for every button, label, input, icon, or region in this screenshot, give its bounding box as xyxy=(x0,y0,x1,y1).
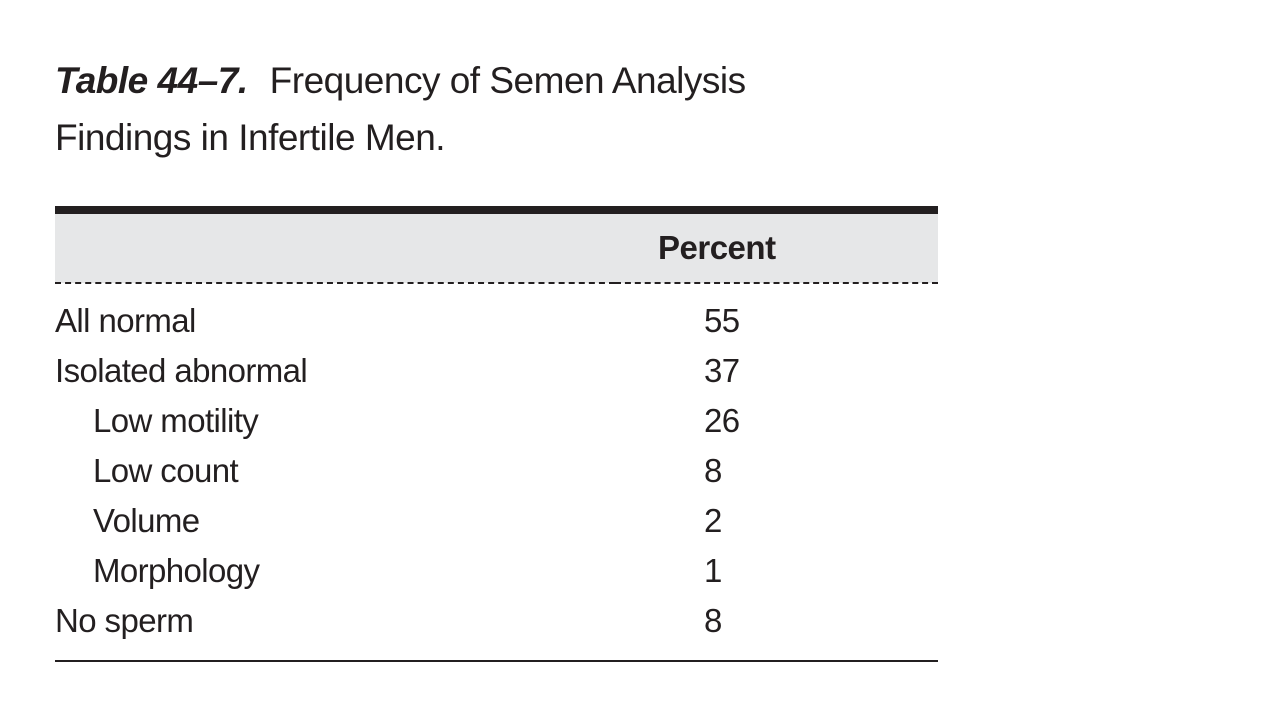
row-label-indented: Volume xyxy=(93,502,200,539)
row-value: 1 xyxy=(704,552,722,589)
table-block: Table 44–7. Frequency of Semen Analysis F… xyxy=(55,52,938,662)
table-row: Isolated abnormal 37 xyxy=(55,346,938,396)
table-caption-label: Table 44–7. xyxy=(55,60,248,101)
table-row: Volume 2 xyxy=(55,496,938,546)
table-header-row: Percent xyxy=(55,210,938,284)
table-caption-title-line1: Frequency of Semen Analysis xyxy=(269,60,746,101)
row-value: 55 xyxy=(704,302,740,339)
row-value: 8 xyxy=(704,452,722,489)
table-row: All normal 55 xyxy=(55,283,938,346)
row-value: 37 xyxy=(704,352,740,389)
data-table: Percent All normal 55 Isolated abnormal … xyxy=(55,206,938,662)
row-label: All normal xyxy=(55,302,196,339)
row-label-indented: Morphology xyxy=(93,552,260,589)
table-row: Morphology 1 xyxy=(55,546,938,596)
row-value: 26 xyxy=(704,402,740,439)
row-value: 8 xyxy=(704,602,722,639)
header-label-cell xyxy=(55,210,615,284)
row-label-indented: Low count xyxy=(93,452,239,489)
row-label-indented: Low motility xyxy=(93,402,259,439)
row-value: 2 xyxy=(704,502,722,539)
table-row: Low count 8 xyxy=(55,446,938,496)
row-label: No sperm xyxy=(55,602,194,639)
row-label: Isolated abnormal xyxy=(55,352,308,389)
table-caption: Table 44–7. Frequency of Semen Analysis F… xyxy=(55,52,938,166)
table-row: No sperm 8 xyxy=(55,596,938,661)
table-caption-title-line2: Findings in Infertile Men. xyxy=(55,117,446,158)
table-row: Low motility 26 xyxy=(55,396,938,446)
header-percent: Percent xyxy=(615,210,938,284)
